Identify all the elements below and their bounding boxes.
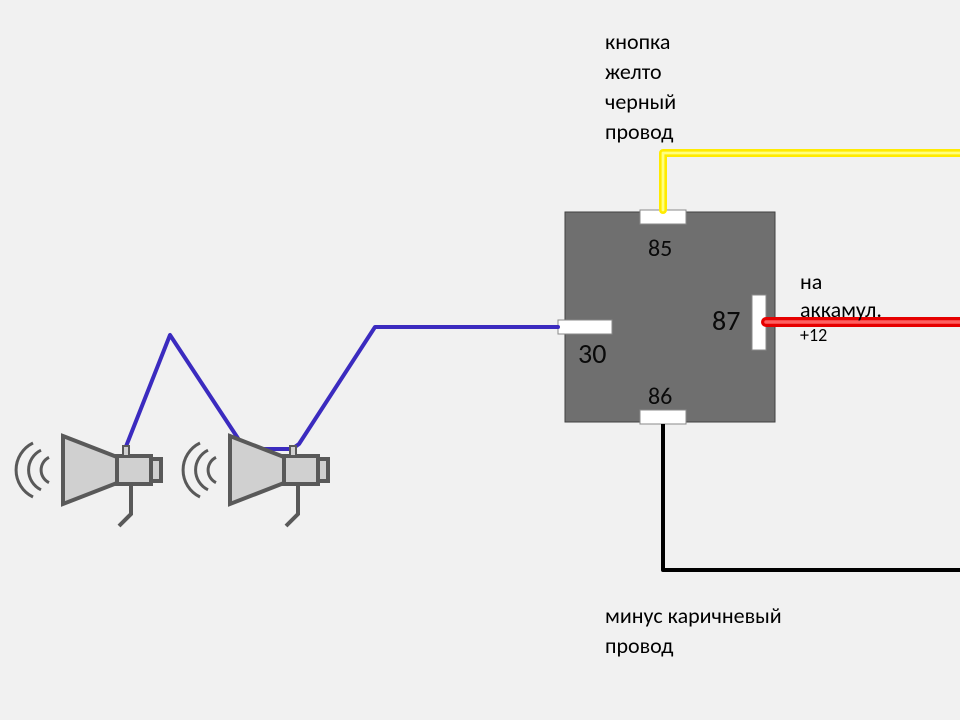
relay-pin-86: 86 bbox=[648, 382, 672, 411]
wire-black bbox=[663, 424, 960, 570]
label-button-line2: желто bbox=[605, 58, 662, 85]
relay-pin-87: 87 bbox=[712, 303, 740, 338]
label-button-line1: кнопка bbox=[605, 28, 670, 55]
wire-yellow bbox=[663, 153, 960, 210]
label-ground-line1: минус каричневый bbox=[605, 602, 782, 629]
relay-pin-85: 85 bbox=[648, 234, 672, 263]
relay-terminal-30 bbox=[558, 320, 612, 334]
horn-right bbox=[183, 436, 328, 526]
relay-terminal-86 bbox=[640, 410, 686, 424]
label-button-line3: черный bbox=[605, 88, 676, 115]
wire-yellow-highlight bbox=[663, 153, 960, 210]
label-battery-line1: на bbox=[800, 268, 822, 295]
relay-pin-30: 30 bbox=[578, 336, 606, 371]
label-ground-line2: провод bbox=[605, 632, 673, 659]
label-button-line4: провод bbox=[605, 118, 673, 145]
wire-purple bbox=[125, 327, 558, 449]
label-battery-line2: аккамул. bbox=[800, 296, 882, 323]
label-battery-line3: +12 bbox=[800, 324, 827, 346]
horn-left bbox=[16, 436, 161, 526]
